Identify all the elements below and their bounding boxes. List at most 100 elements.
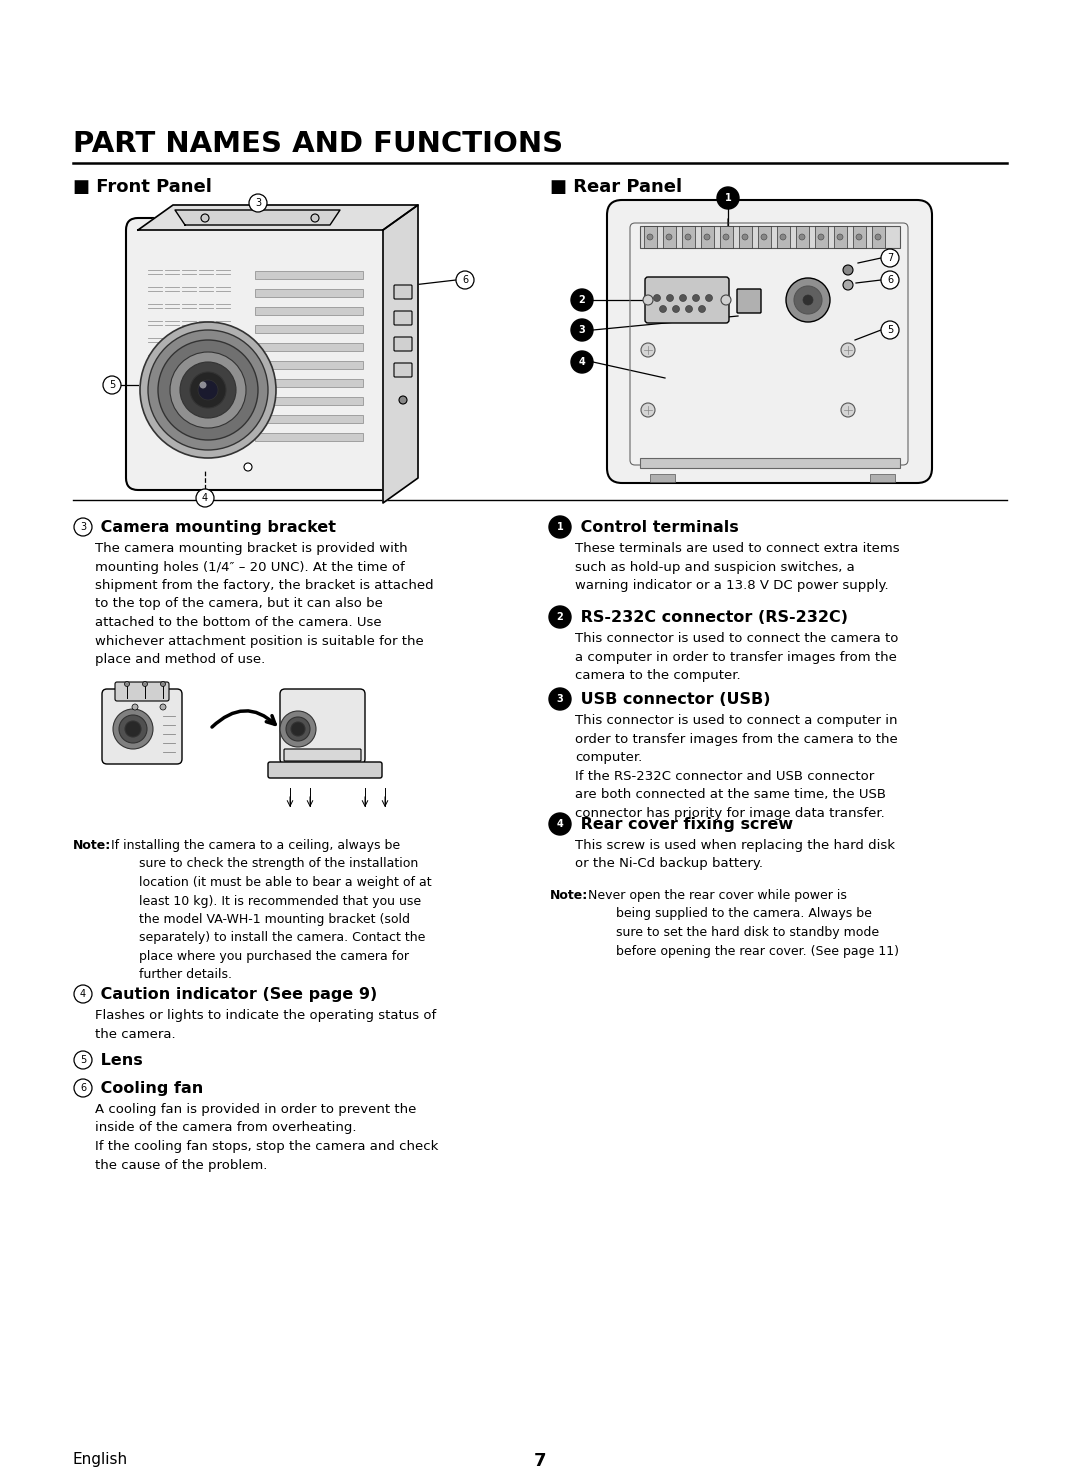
Circle shape — [804, 295, 813, 304]
Bar — [255, 307, 363, 315]
Text: These terminals are used to connect extra items
such as hold-up and suspicion sw: These terminals are used to connect extr… — [575, 542, 900, 592]
Text: Caution indicator (See page 9): Caution indicator (See page 9) — [95, 987, 377, 1001]
Circle shape — [692, 294, 700, 301]
FancyBboxPatch shape — [126, 219, 395, 490]
Circle shape — [195, 489, 214, 507]
Circle shape — [843, 264, 853, 275]
Bar — [255, 325, 363, 332]
Circle shape — [75, 985, 92, 1003]
Circle shape — [761, 233, 767, 239]
Circle shape — [673, 306, 679, 313]
FancyBboxPatch shape — [394, 363, 411, 377]
Circle shape — [699, 306, 705, 313]
Circle shape — [571, 352, 593, 374]
Circle shape — [686, 306, 692, 313]
Circle shape — [818, 233, 824, 239]
Circle shape — [660, 306, 666, 313]
Text: 4: 4 — [80, 990, 86, 998]
Text: If installing the camera to a ceiling, always be
        sure to check the stren: If installing the camera to a ceiling, a… — [107, 839, 432, 982]
Circle shape — [143, 681, 148, 687]
Circle shape — [881, 321, 899, 340]
FancyBboxPatch shape — [645, 278, 729, 323]
FancyArrowPatch shape — [212, 710, 275, 727]
Text: 6: 6 — [887, 275, 893, 285]
Text: Note:: Note: — [550, 889, 589, 902]
Circle shape — [799, 233, 805, 239]
Text: This connector is used to connect the camera to
a computer in order to transfer : This connector is used to connect the ca… — [575, 632, 899, 682]
Text: 3: 3 — [80, 521, 86, 532]
Circle shape — [856, 233, 862, 239]
Circle shape — [103, 377, 121, 394]
Text: Lens: Lens — [95, 1053, 143, 1068]
Text: 3: 3 — [579, 325, 585, 335]
Text: English: English — [73, 1452, 129, 1467]
Text: Cooling fan: Cooling fan — [95, 1081, 203, 1096]
Text: 4: 4 — [556, 820, 564, 829]
Text: 7: 7 — [887, 253, 893, 263]
FancyBboxPatch shape — [284, 749, 361, 761]
Circle shape — [717, 188, 739, 210]
Bar — [255, 289, 363, 297]
Text: 3: 3 — [556, 694, 564, 705]
Circle shape — [201, 214, 210, 222]
Circle shape — [837, 233, 843, 239]
Bar — [255, 433, 363, 442]
Circle shape — [843, 281, 853, 289]
Circle shape — [875, 233, 881, 239]
Circle shape — [786, 278, 831, 322]
Text: Rear cover fixing screw: Rear cover fixing screw — [575, 817, 793, 832]
Circle shape — [75, 1052, 92, 1069]
Text: 3: 3 — [255, 198, 261, 208]
Polygon shape — [175, 210, 340, 225]
Circle shape — [249, 193, 267, 213]
Text: The camera mounting bracket is provided with
mounting holes (1/4″ – 20 UNC). At : The camera mounting bracket is provided … — [95, 542, 434, 666]
Bar — [681, 226, 696, 248]
Circle shape — [161, 681, 165, 687]
FancyBboxPatch shape — [394, 285, 411, 298]
FancyBboxPatch shape — [737, 289, 761, 313]
Circle shape — [666, 294, 674, 301]
Bar — [255, 397, 363, 405]
Text: 2: 2 — [579, 295, 585, 304]
Circle shape — [75, 1080, 92, 1097]
Text: ■ Front Panel: ■ Front Panel — [73, 179, 212, 196]
Circle shape — [170, 352, 246, 428]
Circle shape — [286, 716, 310, 741]
Bar — [255, 380, 363, 387]
Circle shape — [721, 295, 731, 304]
Circle shape — [841, 403, 855, 417]
Text: Control terminals: Control terminals — [575, 520, 739, 535]
Bar — [720, 226, 733, 248]
Text: 5: 5 — [109, 380, 116, 390]
Circle shape — [780, 233, 786, 239]
Circle shape — [549, 515, 571, 538]
FancyBboxPatch shape — [280, 688, 365, 764]
Circle shape — [642, 343, 654, 357]
Circle shape — [841, 343, 855, 357]
Circle shape — [132, 705, 138, 710]
Circle shape — [571, 319, 593, 341]
Text: 4: 4 — [579, 357, 585, 366]
FancyBboxPatch shape — [114, 682, 168, 702]
Bar — [796, 226, 809, 248]
Circle shape — [571, 289, 593, 312]
Circle shape — [705, 294, 713, 301]
Circle shape — [399, 396, 407, 405]
Circle shape — [160, 705, 166, 710]
Circle shape — [549, 812, 571, 835]
Polygon shape — [383, 205, 418, 504]
Circle shape — [124, 681, 130, 687]
Text: 5: 5 — [80, 1055, 86, 1065]
Circle shape — [113, 709, 153, 749]
Bar — [644, 226, 657, 248]
Circle shape — [643, 295, 653, 304]
Circle shape — [642, 403, 654, 417]
Bar — [255, 360, 363, 369]
Text: This connector is used to connect a computer in
order to transfer images from th: This connector is used to connect a comp… — [575, 713, 897, 820]
Circle shape — [653, 294, 661, 301]
Text: PART NAMES AND FUNCTIONS: PART NAMES AND FUNCTIONS — [73, 130, 563, 158]
Text: This screw is used when replacing the hard disk
or the Ni-Cd backup battery.: This screw is used when replacing the ha… — [575, 839, 895, 870]
Bar — [640, 226, 900, 248]
Circle shape — [311, 214, 319, 222]
Circle shape — [119, 715, 147, 743]
